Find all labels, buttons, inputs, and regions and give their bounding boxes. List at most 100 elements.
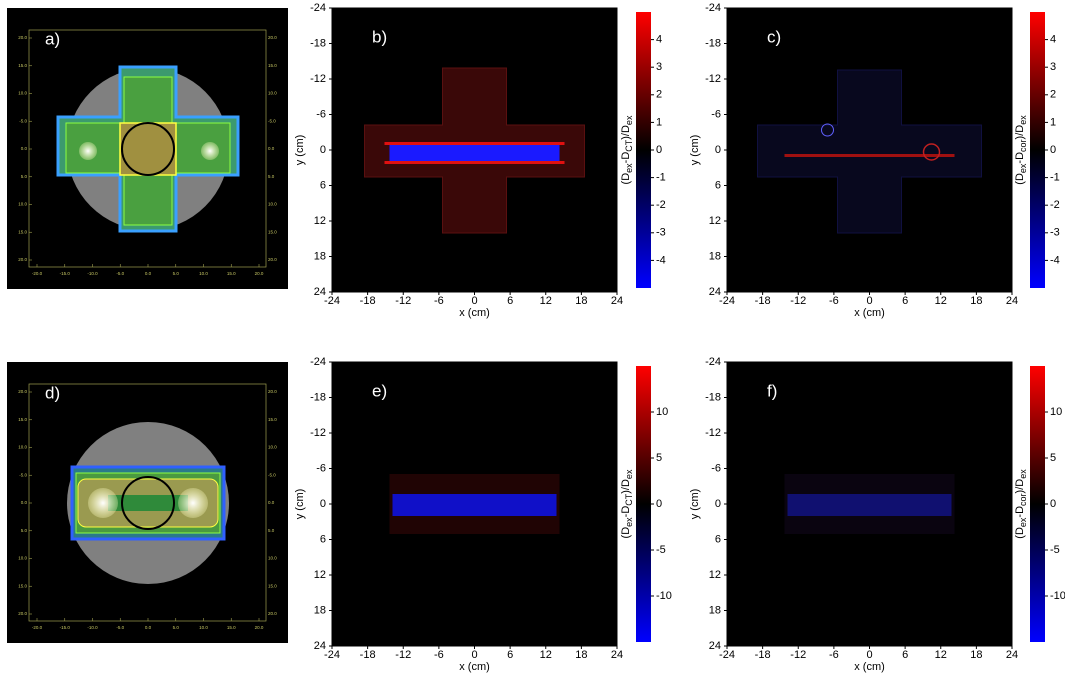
x-tick-label: -24 [719, 649, 735, 661]
colorbar-tick-label: -5 [1050, 544, 1060, 556]
axis-frame [28, 383, 267, 622]
x-tick-label: 18 [970, 295, 982, 307]
y-tick-label: 6 [715, 533, 721, 545]
colorbar-label-part: )/D [620, 125, 632, 140]
colorbar-label-part: cor [1018, 493, 1028, 506]
colorbar-label: (Dex-Dcor)/Dex [1014, 115, 1028, 185]
panel-label: a) [45, 29, 60, 48]
diff-ring [922, 143, 941, 161]
y-tick-label: 15.0 [18, 63, 27, 68]
colorbar-label: (Dex-DCT)/Dex [620, 469, 634, 538]
y-tick-label: 5.0 [21, 528, 28, 533]
x-tick-label: -6 [829, 295, 839, 307]
diff-band [787, 494, 952, 516]
colorbar-tick-label: 0 [1050, 498, 1056, 510]
y-tick-label: 24 [314, 640, 326, 652]
y-tick-label-right: 0.0 [268, 146, 275, 151]
y-tick-label: 12 [314, 569, 326, 581]
x-tick-label: 24 [1006, 649, 1018, 661]
panel-label: c) [767, 27, 781, 46]
colorbar-label-part: ex [624, 163, 634, 173]
x-tick-label: -6 [829, 649, 839, 661]
y-tick-label: -24 [705, 2, 721, 14]
x-tick-label: -5.0 [116, 271, 124, 276]
y-tick-label-right: 5.0 [268, 174, 275, 179]
x-axis-label: x (cm) [854, 661, 885, 673]
x-tick-label: 12 [935, 649, 947, 661]
x-tick-label: 0 [866, 649, 872, 661]
y-tick-label: 18 [314, 604, 326, 616]
colorbar [636, 12, 651, 288]
y-tick-label: -24 [310, 356, 326, 368]
insert-ring [121, 476, 175, 530]
colorbar-tick-label: 10 [656, 406, 668, 418]
x-tick-label: 6 [902, 649, 908, 661]
x-tick-label: 6 [507, 295, 513, 307]
colorbar-tick-label: -10 [656, 590, 672, 602]
y-tick-label: -24 [310, 2, 326, 14]
y-tick-label: 10.0 [18, 91, 27, 96]
diff-line [784, 154, 955, 157]
x-tick-label: 15.0 [227, 271, 236, 276]
colorbar-label-part: (D [620, 173, 632, 185]
y-tick-label: 12 [709, 569, 721, 581]
y-tick-label: 0 [715, 144, 721, 156]
colorbar-label-part: ex [1018, 469, 1028, 479]
y-tick-label: 20.0 [18, 611, 27, 616]
y-tick-label: 18 [709, 604, 721, 616]
colorbar-label-part: -D [1014, 152, 1026, 164]
y-tick-label: 15.0 [18, 229, 27, 234]
hot-spot [88, 488, 118, 518]
y-tick-label: -18 [310, 391, 326, 403]
x-tick-label: -12 [395, 295, 411, 307]
x-tick-label: -6 [434, 649, 444, 661]
y-tick-label: 20.0 [18, 257, 27, 262]
y-tick-label: -18 [705, 37, 721, 49]
colorbar-label-part: -D [620, 506, 632, 518]
colorbar-label-part: ex [624, 469, 634, 479]
diff-band [389, 144, 560, 162]
y-tick-label: -12 [310, 73, 326, 85]
y-axis-label: y (cm) [689, 489, 701, 520]
colorbar-tick-label: 3 [656, 61, 662, 73]
y-tick-label-right: 15.0 [268, 229, 277, 234]
x-tick-label: 10.0 [199, 271, 208, 276]
y-tick-label: 0.0 [21, 500, 28, 505]
x-tick-label: -15.0 [60, 271, 71, 276]
y-tick-label: 6 [715, 179, 721, 191]
x-tick-label: -24 [324, 295, 340, 307]
hot-spot [79, 142, 97, 160]
colorbar-tick-label: -2 [1050, 199, 1060, 211]
y-axis-label: y (cm) [689, 135, 701, 166]
colorbar-label-part: -D [620, 152, 632, 164]
x-tick-label: -24 [324, 649, 340, 661]
y-tick-label-right: 15.0 [268, 63, 277, 68]
x-tick-label: 12 [540, 649, 552, 661]
isodose-mid [108, 495, 188, 511]
panel-label: e) [372, 381, 387, 400]
colorbar-label-part: (D [620, 527, 632, 539]
y-tick-label: 24 [709, 286, 721, 298]
y-tick-label: 0 [715, 498, 721, 510]
colorbar-label-part: ex [1018, 115, 1028, 125]
hot-spot [201, 142, 219, 160]
axis-frame [28, 29, 267, 268]
x-tick-label: -10.0 [87, 271, 98, 276]
x-tick-label: 6 [507, 649, 513, 661]
diff-line [384, 161, 565, 164]
colorbar-label: (Dex-DCT)/Dex [620, 115, 634, 184]
x-tick-label: -5.0 [116, 625, 124, 630]
x-tick-label: -12 [790, 649, 806, 661]
y-tick-label: 12 [314, 215, 326, 227]
colorbar-label-part: (D [1014, 173, 1026, 185]
colorbar-label-part: cor [1018, 139, 1028, 152]
y-tick-label-right: 10.0 [268, 91, 277, 96]
x-tick-label: -20.0 [32, 271, 43, 276]
colorbar-tick-label: 10 [1050, 406, 1062, 418]
x-tick-label: 15.0 [227, 625, 236, 630]
y-tick-label-right: 5.0 [268, 528, 275, 533]
colorbar-tick-label: 0 [656, 498, 662, 510]
colorbar-tick-label: -3 [1050, 227, 1060, 239]
colorbar-tick-label: -4 [656, 254, 666, 266]
y-tick-label: 20.0 [18, 389, 27, 394]
